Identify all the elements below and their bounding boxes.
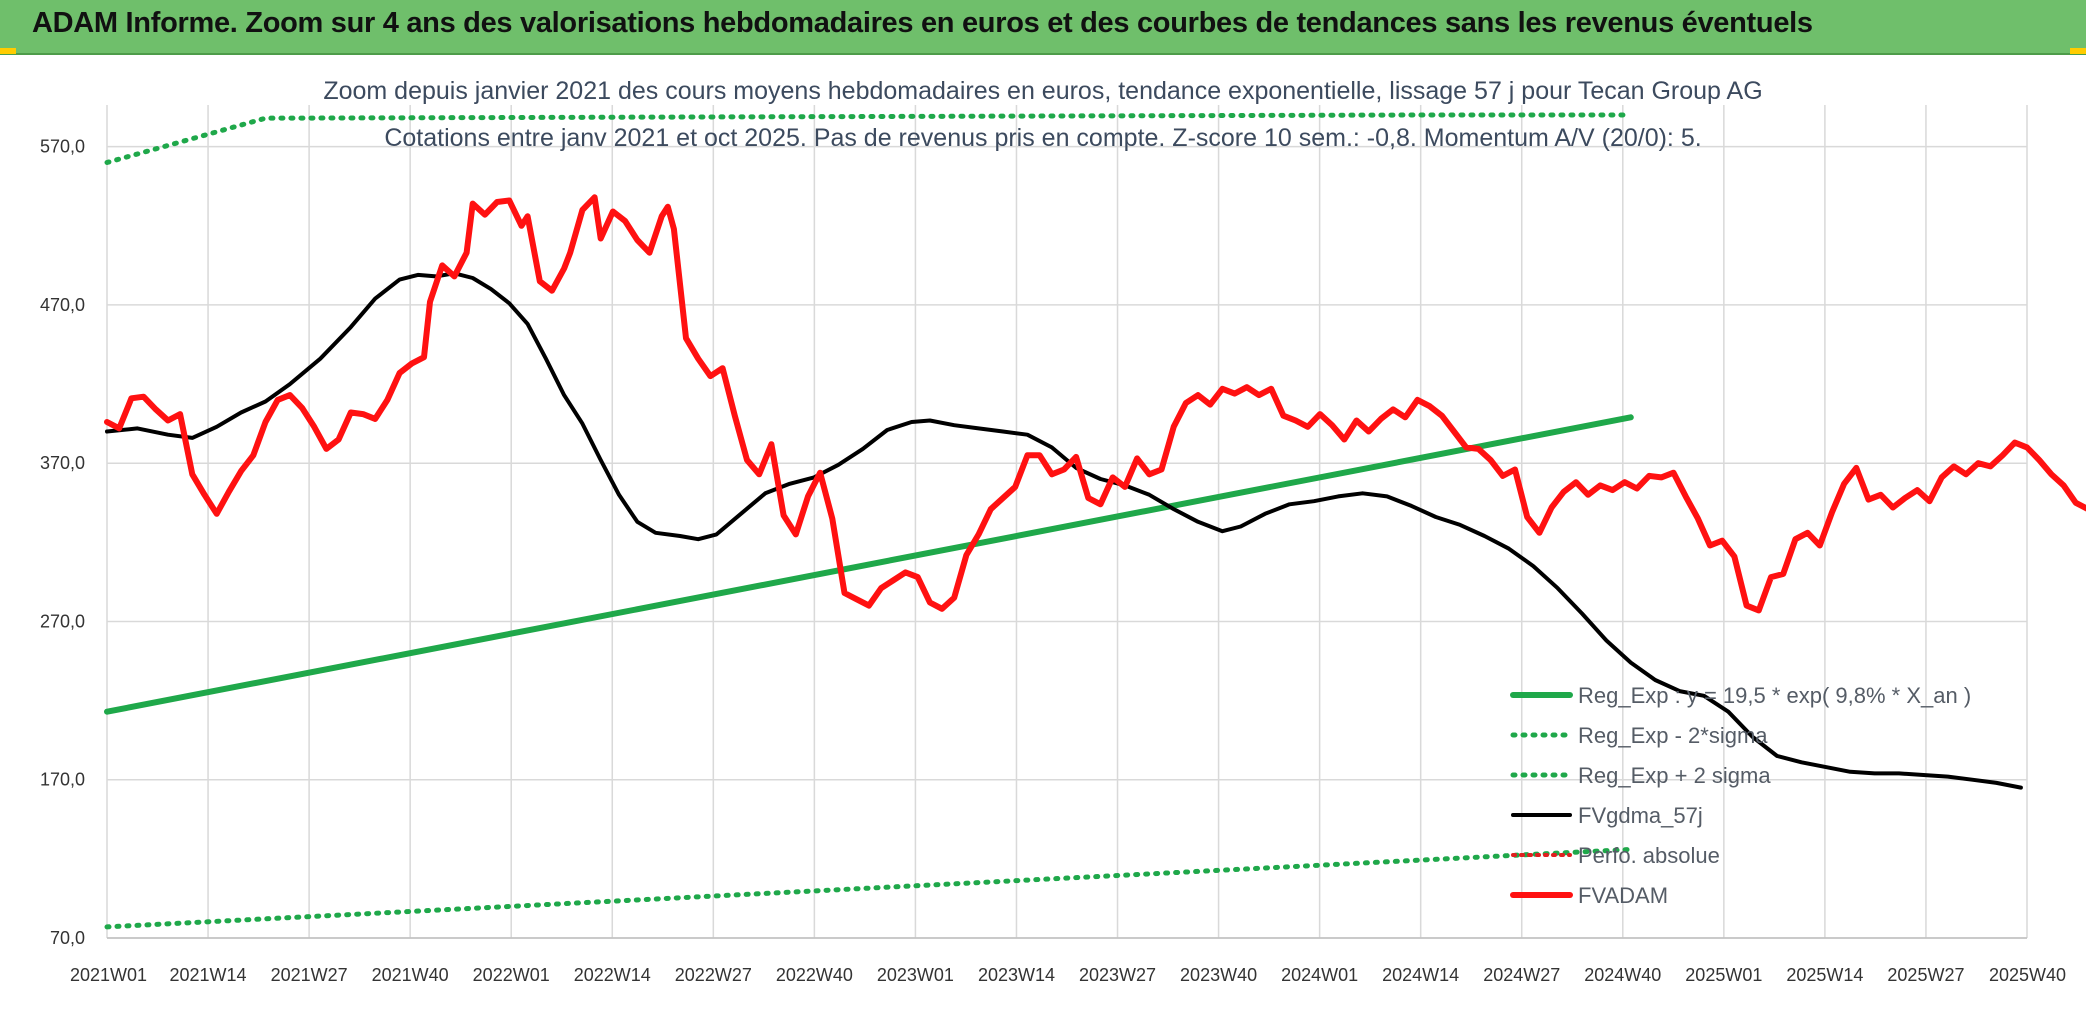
y-tick-label: 470,0 (40, 295, 85, 315)
chart-title: Zoom depuis janvier 2021 des cours moyen… (323, 77, 1762, 105)
x-tick-label: 2021W40 (372, 965, 449, 985)
x-tick-label: 2024W40 (1584, 965, 1661, 985)
series-line-fvadam (104, 194, 2086, 614)
series-line-reg-exp-2-sigma (104, 112, 1634, 165)
y-tick-label: 70,0 (50, 928, 85, 948)
legend-label: Perfo. absolue (1578, 843, 1720, 868)
header-accent-left (0, 48, 16, 54)
legend-label: FVADAM (1578, 883, 1668, 908)
x-tick-label: 2021W27 (271, 965, 348, 985)
x-tick-label: 2023W27 (1079, 965, 1156, 985)
x-tick-label: 2025W27 (1887, 965, 1964, 985)
x-tick-label: 2024W27 (1483, 965, 1560, 985)
series-line-fvgdma-57j (105, 271, 2023, 790)
price-chart: 70,0 170,0 270,0 370,0 470,0 570,0 2021W01 2021… (40, 77, 2086, 985)
report-title: ADAM Informe. Zoom sur 4 ans des valoris… (32, 7, 1813, 39)
x-tick-label: 2022W14 (574, 965, 651, 985)
legend-label: Reg_Exp : y = 19,5 * exp( 9,8% * X_an ) (1578, 683, 1971, 708)
x-tick-label: 2024W14 (1382, 965, 1459, 985)
x-tick-label: 2025W40 (1989, 965, 2066, 985)
y-tick-label: 270,0 (40, 611, 85, 631)
series-layer (104, 112, 2086, 930)
y-tick-label: 370,0 (40, 453, 85, 473)
legend-label: Reg_Exp - 2*sigma (1578, 723, 1768, 748)
x-tick-label: 2025W01 (1685, 965, 1762, 985)
y-tick-label: 570,0 (40, 137, 85, 157)
x-tick-label: 2021W01 (70, 965, 147, 985)
x-tick-label: 2023W40 (1180, 965, 1257, 985)
legend-label: Reg_Exp + 2 sigma (1578, 763, 1771, 788)
axes: 70,0 170,0 270,0 370,0 470,0 570,0 2021W01 2021… (40, 137, 2066, 985)
header-accent-right (2070, 48, 2086, 54)
x-tick-label: 2023W14 (978, 965, 1055, 985)
grid (106, 105, 2028, 939)
x-tick-label: 2022W27 (675, 965, 752, 985)
series-line-reg-exp-y-19-5-exp-9-8-x-an (104, 414, 1634, 715)
x-tick-label: 2024W01 (1281, 965, 1358, 985)
legend: Reg_Exp : y = 19,5 * exp( 9,8% * X_an ) R… (1510, 683, 1971, 908)
legend-label: FVgdma_57j (1578, 803, 1703, 828)
x-tick-label: 2023W01 (877, 965, 954, 985)
x-tick-label: 2022W40 (776, 965, 853, 985)
x-tick-label: 2021W14 (170, 965, 247, 985)
series-line-reg-exp-2-sigma (104, 846, 1634, 930)
x-tick-label: 2022W01 (473, 965, 550, 985)
x-tick-label: 2025W14 (1786, 965, 1863, 985)
chart-subtitle: Cotations entre janv 2021 et oct 2025. P… (384, 124, 1701, 152)
y-tick-label: 170,0 (40, 770, 85, 790)
report-header: ADAM Informe. Zoom sur 4 ans des valoris… (0, 0, 2086, 55)
